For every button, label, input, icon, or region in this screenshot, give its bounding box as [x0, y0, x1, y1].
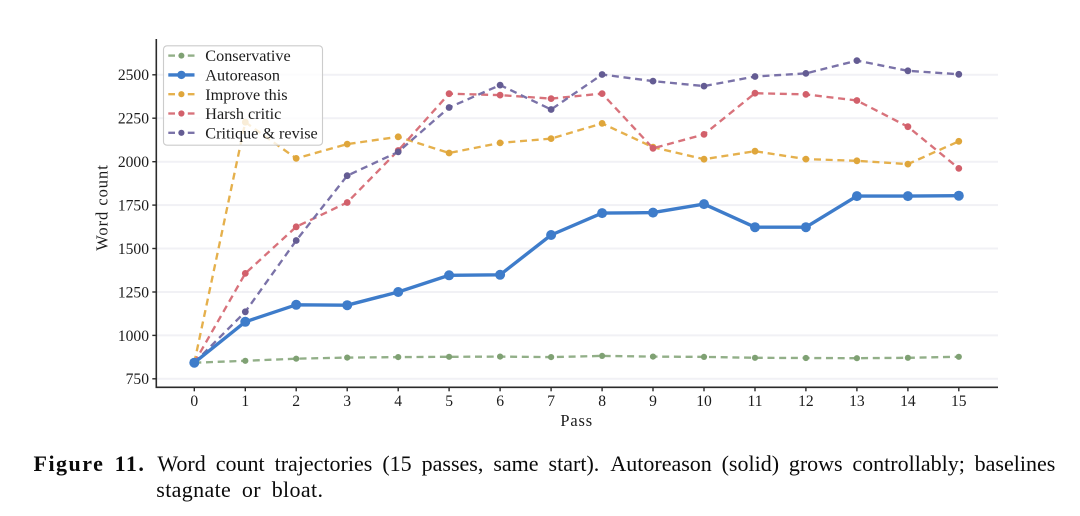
svg-text:11: 11 [747, 393, 762, 410]
svg-text:Word count: Word count [93, 164, 112, 251]
svg-text:15: 15 [951, 393, 967, 410]
svg-text:8: 8 [598, 393, 606, 410]
svg-text:3: 3 [343, 393, 351, 410]
svg-text:Autoreason: Autoreason [205, 67, 280, 85]
svg-text:13: 13 [849, 393, 865, 410]
svg-text:12: 12 [798, 393, 814, 410]
svg-text:9: 9 [649, 393, 657, 410]
svg-text:4: 4 [394, 393, 402, 410]
svg-text:6: 6 [496, 393, 504, 410]
svg-text:2: 2 [292, 393, 300, 410]
svg-text:2250: 2250 [118, 111, 149, 128]
svg-text:1250: 1250 [118, 284, 149, 301]
svg-text:0: 0 [190, 393, 198, 410]
svg-text:1750: 1750 [118, 198, 149, 215]
svg-text:2000: 2000 [118, 154, 149, 171]
svg-text:Improve this: Improve this [205, 86, 287, 104]
svg-text:1000: 1000 [118, 328, 149, 345]
svg-text:Critique & revise: Critique & revise [205, 124, 317, 142]
svg-text:Harsh critic: Harsh critic [205, 105, 281, 123]
svg-text:5: 5 [445, 393, 453, 410]
svg-text:7: 7 [547, 393, 555, 410]
svg-text:Pass: Pass [560, 411, 593, 430]
svg-text:1: 1 [241, 393, 249, 410]
svg-text:750: 750 [126, 371, 150, 388]
svg-text:2500: 2500 [118, 67, 149, 84]
svg-text:1500: 1500 [118, 241, 149, 258]
svg-text:14: 14 [900, 393, 916, 410]
svg-text:10: 10 [696, 393, 712, 410]
svg-text:Conservative: Conservative [205, 47, 290, 65]
